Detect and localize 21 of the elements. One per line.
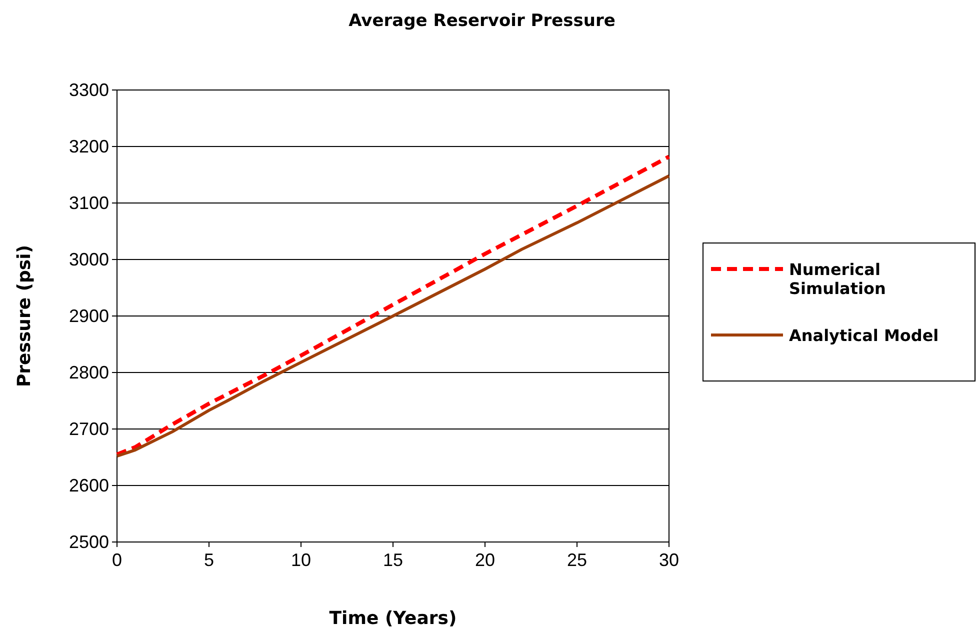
y-tick-label: 2600: [68, 475, 109, 496]
x-tick-label: 20: [474, 550, 496, 570]
x-tick-label: 25: [566, 550, 588, 570]
y-tick-label: 3200: [68, 136, 109, 156]
x-axis-title: Time (Years): [329, 608, 457, 629]
y-tick-label: 3000: [68, 249, 109, 270]
legend-label: Analytical Model: [789, 326, 939, 345]
y-tick-label: 3300: [68, 80, 109, 100]
x-tick-label: 10: [290, 550, 312, 570]
y-tick-label: 2900: [68, 306, 109, 326]
x-tick-label: 30: [658, 550, 680, 570]
y-tick-label: 2700: [68, 418, 109, 439]
legend-label: Numerical Simulation: [789, 260, 886, 298]
y-tick-label: 2800: [68, 362, 109, 382]
y-axis-title: Pressure (psi): [14, 244, 35, 388]
x-tick-label: 5: [204, 550, 214, 570]
x-tick-label: 0: [112, 550, 122, 570]
chart-title: Average Reservoir Pressure: [348, 11, 616, 31]
x-tick-label: 15: [382, 550, 404, 570]
y-tick-label: 2500: [68, 532, 109, 552]
y-tick-label: 3100: [68, 192, 109, 213]
